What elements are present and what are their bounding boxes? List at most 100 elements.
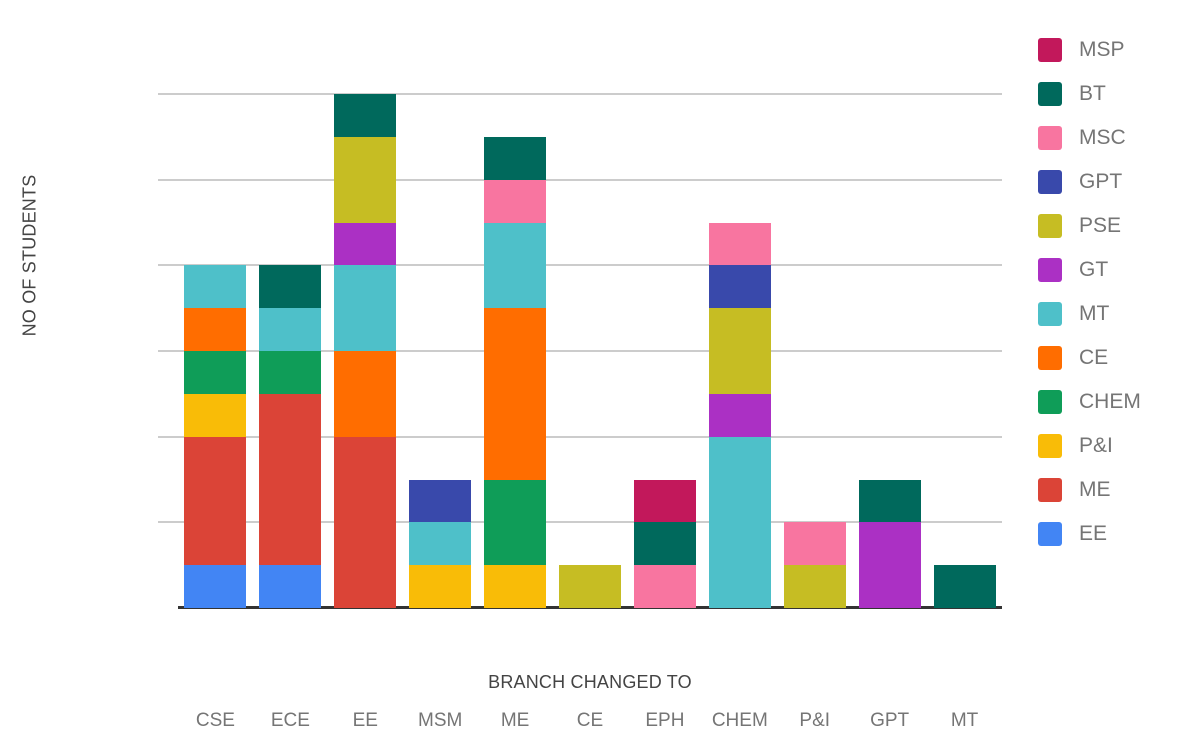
legend-item-label: P&I xyxy=(1079,434,1113,457)
legend-item-label: CHEM xyxy=(1079,390,1141,413)
x-axis-tick-label: MT xyxy=(950,710,979,731)
legend-item-label: PSE xyxy=(1079,214,1122,237)
legend-item-label: GPT xyxy=(1079,170,1123,193)
bar-segment-p-i[interactable] xyxy=(409,565,472,608)
bar-segment-ee[interactable] xyxy=(259,565,322,608)
x-axis-tick-label: P&I xyxy=(799,710,831,731)
bar-segment-ce[interactable] xyxy=(184,308,247,351)
bar-segment-mt[interactable] xyxy=(708,436,771,608)
x-axis-tick-label: CSE xyxy=(195,710,235,731)
legend-swatch-icon xyxy=(1038,170,1062,194)
bar-stack-ece[interactable] xyxy=(259,94,322,608)
bar-segment-msc[interactable] xyxy=(633,565,696,608)
bar-segment-ee[interactable] xyxy=(184,565,247,608)
bar-segment-p-i[interactable] xyxy=(184,393,247,437)
bar-segment-me[interactable] xyxy=(334,436,397,608)
y-tick-mark-10 xyxy=(158,178,178,181)
bar-stack-gpt[interactable] xyxy=(858,94,921,608)
bar-segment-pse[interactable] xyxy=(783,565,846,608)
bar-segment-msc[interactable] xyxy=(708,222,771,266)
bar-segment-bt[interactable] xyxy=(484,136,547,180)
legend-item-label: GT xyxy=(1079,258,1109,281)
legend-item-p-i[interactable]: P&I xyxy=(1038,424,1198,468)
bar-segment-chem[interactable] xyxy=(259,351,322,394)
bar-segment-bt[interactable] xyxy=(259,265,322,309)
legend-item-msc[interactable]: MSC xyxy=(1038,116,1198,160)
bar-stack-me[interactable] xyxy=(484,94,547,608)
legend-swatch-icon xyxy=(1038,478,1062,502)
legend-item-me[interactable]: ME xyxy=(1038,468,1198,512)
legend-swatch-icon xyxy=(1038,302,1062,326)
bar-segment-me[interactable] xyxy=(259,393,322,566)
legend-item-gt[interactable]: GT xyxy=(1038,248,1198,292)
bar-segment-pse[interactable] xyxy=(708,308,771,394)
x-axis-tick-label: MSM xyxy=(418,710,463,731)
gridline-8 xyxy=(178,264,1002,267)
legend-item-bt[interactable]: BT xyxy=(1038,72,1198,116)
bar-segment-p-i[interactable] xyxy=(484,565,547,608)
y-tick-mark-2 xyxy=(158,521,178,524)
bar-stack-ee[interactable] xyxy=(334,94,397,608)
bar-segment-ce[interactable] xyxy=(484,308,547,480)
legend-swatch-icon xyxy=(1038,38,1062,62)
bar-segment-msc[interactable] xyxy=(783,522,846,566)
bar-segment-msc[interactable] xyxy=(484,179,547,223)
y-axis-title: NO OF STUDENTS xyxy=(19,174,40,337)
x-axis-tick-label: EPH xyxy=(645,710,685,731)
gridline-10 xyxy=(178,178,1002,181)
bar-segment-mt[interactable] xyxy=(259,308,322,351)
legend-item-ce[interactable]: CE xyxy=(1038,336,1198,380)
bar-segment-chem[interactable] xyxy=(484,479,547,566)
bar-segment-msp[interactable] xyxy=(633,479,696,523)
bar-segment-pse[interactable] xyxy=(559,565,621,608)
bar-stack-eph[interactable] xyxy=(633,94,696,608)
bar-stack-ce[interactable] xyxy=(559,94,621,608)
bar-segment-gpt[interactable] xyxy=(708,265,771,309)
legend-swatch-icon xyxy=(1038,522,1062,546)
legend-swatch-icon xyxy=(1038,346,1062,370)
chart-legend: MSP BT MSC GPT PSE GT MT CE CHEM P&I ME EE xyxy=(1038,28,1198,556)
x-axis-tick-label: CE xyxy=(576,710,604,731)
legend-swatch-icon xyxy=(1038,434,1062,458)
legend-item-msp[interactable]: MSP xyxy=(1038,28,1198,72)
legend-item-mt[interactable]: MT xyxy=(1038,292,1198,336)
gridline-6 xyxy=(178,350,1002,352)
bar-stack-chem[interactable] xyxy=(708,94,771,608)
bar-segment-mt[interactable] xyxy=(409,522,472,566)
x-axis-tick-label: GPT xyxy=(870,710,910,731)
bar-stack-msm[interactable] xyxy=(409,94,472,608)
legend-item-chem[interactable]: CHEM xyxy=(1038,380,1198,424)
legend-item-label: MT xyxy=(1079,302,1110,325)
bar-stack-p-i[interactable] xyxy=(783,94,846,608)
bar-segment-mt[interactable] xyxy=(184,265,247,309)
x-axis-tick-label: CHEM xyxy=(711,710,768,731)
bar-segment-gt[interactable] xyxy=(334,222,397,266)
bar-segment-bt[interactable] xyxy=(933,565,996,608)
bar-segment-bt[interactable] xyxy=(858,479,921,523)
bar-segment-pse[interactable] xyxy=(334,136,397,223)
bar-segment-bt[interactable] xyxy=(633,522,696,566)
bar-segment-chem[interactable] xyxy=(184,351,247,394)
gridline-12 xyxy=(178,93,1002,95)
bar-segment-gt[interactable] xyxy=(708,393,771,437)
x-axis-tick-label: EE xyxy=(352,710,378,731)
legend-item-label: ME xyxy=(1079,478,1111,501)
legend-item-gpt[interactable]: GPT xyxy=(1038,160,1198,204)
bar-stack-mt[interactable] xyxy=(933,94,996,608)
bar-segment-me[interactable] xyxy=(184,436,247,566)
bar-segment-bt[interactable] xyxy=(334,94,397,137)
legend-item-pse[interactable]: PSE xyxy=(1038,204,1198,248)
legend-item-ee[interactable]: EE xyxy=(1038,512,1198,556)
bar-segment-gt[interactable] xyxy=(858,522,921,608)
bar-segment-gpt[interactable] xyxy=(409,479,472,523)
legend-swatch-icon xyxy=(1038,214,1062,238)
bar-segment-mt[interactable] xyxy=(484,222,547,309)
bar-segment-ce[interactable] xyxy=(334,351,397,437)
x-axis-tick-label: ME xyxy=(500,710,530,731)
bar-segment-mt[interactable] xyxy=(334,265,397,351)
y-tick-mark-6 xyxy=(158,350,178,352)
legend-swatch-icon xyxy=(1038,390,1062,414)
legend-item-label: BT xyxy=(1079,82,1106,105)
bar-stack-cse[interactable] xyxy=(184,94,247,608)
